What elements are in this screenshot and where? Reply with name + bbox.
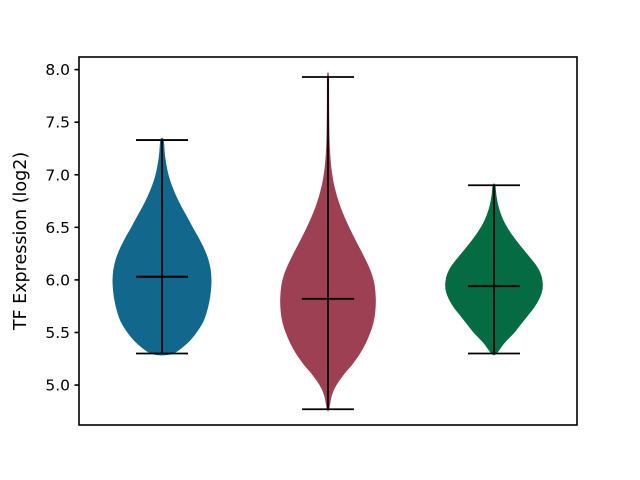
y-tick-label-0: 5.0 (45, 377, 70, 395)
y-tick-label-4: 7.0 (45, 166, 70, 184)
plot-frame (78, 56, 578, 426)
y-tick-label-1: 5.5 (45, 324, 70, 342)
whiskers-layer (136, 76, 520, 411)
y-tick-label-5: 7.5 (45, 114, 70, 132)
y-axis-tick-labels: 5.0 5.5 6.0 6.5 7.0 7.5 8.0 (45, 61, 70, 394)
y-tick-label-2: 6.0 (45, 271, 70, 289)
y-tick-label-6: 8.0 (45, 61, 70, 79)
y-tick-label-3: 6.5 (45, 219, 70, 237)
y-axis-title-text: TF Expression (log2) (11, 152, 31, 331)
y-axis-title: TF Expression (log2) (11, 152, 31, 331)
axes-frame (78, 56, 578, 426)
y-axis-ticks (74, 68, 79, 386)
